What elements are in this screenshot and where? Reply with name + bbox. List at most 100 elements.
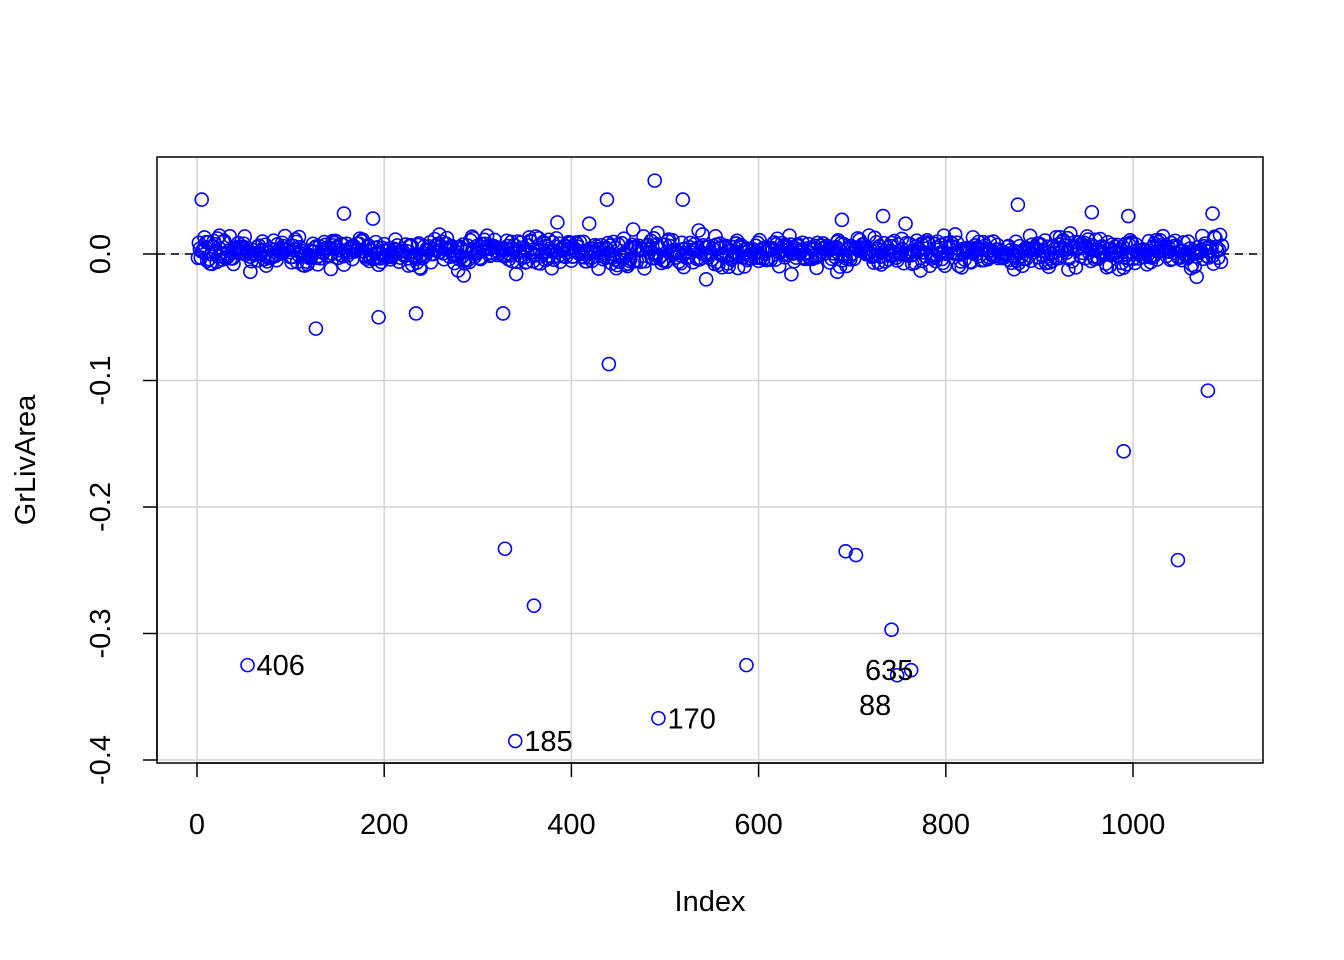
y-tick-label: -0.2: [85, 482, 117, 532]
data-point: [601, 356, 617, 372]
data-point: [651, 710, 666, 726]
y-tick-label: -0.4: [85, 735, 117, 785]
x-tick-label: 400: [547, 809, 595, 841]
data-point: [1214, 238, 1230, 254]
data-point: [1061, 262, 1076, 277]
data-point: [543, 243, 559, 259]
y-tick-label: -0.3: [85, 609, 117, 659]
data-point: [351, 236, 367, 251]
data-point: [308, 321, 324, 336]
data-point: [884, 622, 899, 638]
y-axis: 0.0 -0.1 -0.2 -0.3 -0.4: [85, 234, 158, 785]
x-tick-label: 800: [922, 809, 970, 841]
data-point: [782, 228, 797, 243]
data-point: [848, 547, 864, 563]
data-point: [1213, 254, 1229, 270]
data-point: [846, 251, 862, 267]
data-point: [1189, 269, 1204, 285]
data-point: [336, 206, 352, 221]
data-point: [1200, 383, 1216, 398]
data-point: [456, 268, 472, 283]
data-point: [935, 255, 951, 271]
x-axis: 0 200 400 600 800 1000: [189, 762, 1166, 841]
data-point: [508, 266, 524, 282]
data-point: [834, 212, 850, 228]
data-point: [903, 662, 919, 678]
data-point: [1010, 197, 1026, 212]
x-axis-title: Index: [675, 886, 746, 918]
data-point: [550, 215, 565, 230]
data-point: [698, 271, 714, 287]
data-point: [581, 216, 597, 231]
data-point: [408, 306, 424, 321]
data-point: [226, 256, 241, 272]
data-point: [495, 306, 511, 321]
data-point: [243, 264, 258, 280]
data-point: [591, 261, 606, 276]
data-point: [999, 246, 1014, 261]
data-point: [947, 227, 963, 242]
points: [190, 173, 1230, 749]
data-point: [829, 264, 845, 280]
data-point: [371, 309, 386, 325]
data-point: [526, 598, 542, 613]
data-point: [604, 256, 619, 271]
data-point: [875, 208, 891, 224]
data-point: [291, 229, 307, 245]
x-tick-label: 200: [360, 809, 408, 841]
data-point: [739, 657, 754, 673]
data-point: [913, 263, 928, 278]
data-point: [365, 211, 381, 226]
data-point: [439, 230, 455, 246]
data-point: [896, 255, 911, 271]
data-point: [876, 235, 892, 251]
point-label: 170: [667, 703, 715, 735]
data-point: [507, 733, 523, 749]
x-tick-label: 600: [734, 809, 782, 841]
data-point: [599, 192, 615, 207]
data-point: [636, 229, 651, 244]
y-axis-title: GrLivArea: [10, 394, 42, 525]
data-point: [194, 192, 209, 207]
data-point: [1015, 258, 1030, 273]
data-point: [1212, 227, 1228, 243]
point-label: 406: [257, 650, 305, 682]
data-point: [572, 234, 588, 250]
data-point: [784, 266, 799, 282]
data-point: [838, 543, 853, 559]
data-point: [1205, 206, 1220, 221]
data-point: [691, 223, 706, 238]
point-label: 185: [524, 726, 572, 758]
y-tick-label: -0.1: [85, 356, 117, 406]
data-point: [1121, 208, 1136, 224]
point-label: 635: [865, 655, 913, 687]
data-point: [1116, 444, 1131, 459]
data-point: [1084, 204, 1100, 220]
data-point: [497, 541, 513, 557]
point-label: 88: [859, 690, 891, 722]
data-point: [323, 261, 339, 277]
data-point: [1170, 552, 1186, 568]
data-point: [240, 657, 255, 673]
data-point: [1207, 229, 1222, 245]
data-point: [504, 234, 519, 250]
data-point: [752, 232, 767, 248]
data-point: [889, 667, 905, 683]
x-tick-label: 0: [189, 809, 205, 841]
data-point: [625, 222, 641, 237]
data-point: [894, 231, 910, 247]
data-point: [637, 261, 652, 276]
data-point: [647, 173, 663, 188]
data-point: [600, 235, 616, 251]
data-point: [255, 234, 270, 249]
data-point: [675, 192, 691, 207]
data-point: [809, 260, 824, 276]
data-point: [1048, 229, 1064, 245]
data-point: [237, 229, 253, 244]
y-tick-label: 0.0: [85, 234, 117, 274]
data-point: [898, 216, 913, 231]
data-point: [1045, 253, 1060, 269]
x-tick-label: 1000: [1101, 809, 1166, 841]
